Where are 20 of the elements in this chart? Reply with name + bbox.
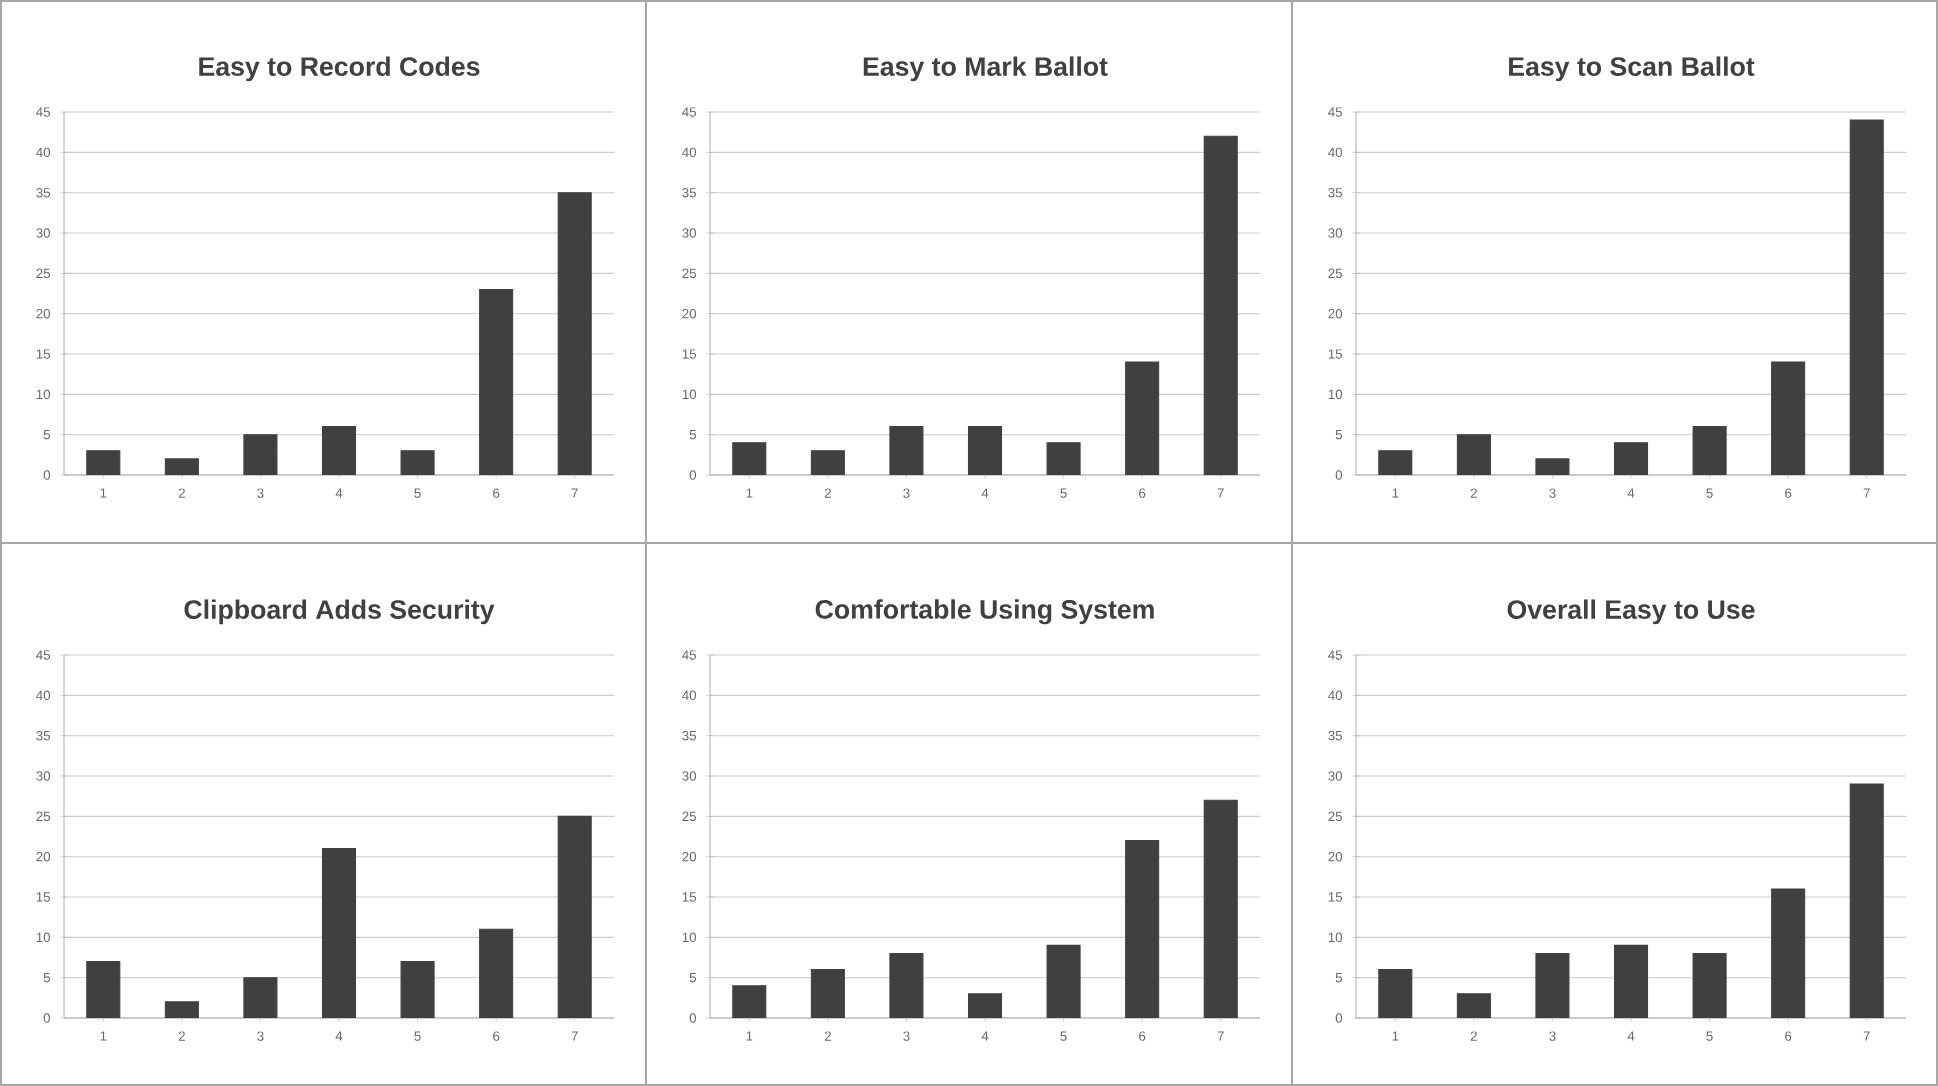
bar (1125, 840, 1160, 1018)
bar (1046, 442, 1081, 476)
bar (732, 985, 767, 1018)
bar (889, 426, 924, 476)
chart-title: Easy to Mark Ballot (863, 56, 1108, 82)
bar (889, 952, 924, 1018)
bar (810, 969, 845, 1018)
bar (1046, 944, 1081, 1018)
bar (967, 993, 1003, 1018)
chart-title: Comfortable Using System (815, 599, 1154, 625)
chart-title: Overall Easy to Use (1507, 599, 1755, 625)
chart-title: Easy to Scan Ballot (1509, 56, 1755, 82)
bar (810, 450, 845, 476)
bar (1125, 361, 1160, 476)
bar (1203, 799, 1238, 1018)
bar (732, 442, 767, 476)
chart-title: Easy to Record Codes (199, 56, 480, 82)
bar (967, 426, 1003, 476)
bar (1203, 135, 1238, 476)
chart-title: Clipboard Adds Security (184, 599, 495, 625)
